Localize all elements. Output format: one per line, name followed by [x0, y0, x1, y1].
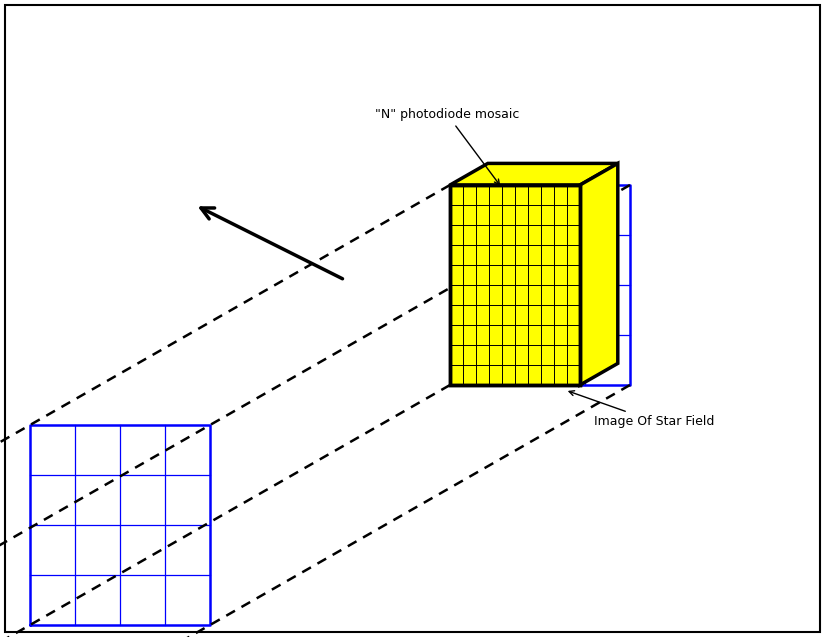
Polygon shape: [450, 185, 580, 385]
Text: Local Oscillator Wavefronts: Local Oscillator Wavefronts: [0, 636, 1, 637]
Text: "N" photodiode mosaic: "N" photodiode mosaic: [375, 108, 520, 185]
Polygon shape: [580, 164, 618, 385]
Polygon shape: [450, 164, 618, 185]
Text: Image Of Star Field: Image Of Star Field: [569, 390, 714, 428]
